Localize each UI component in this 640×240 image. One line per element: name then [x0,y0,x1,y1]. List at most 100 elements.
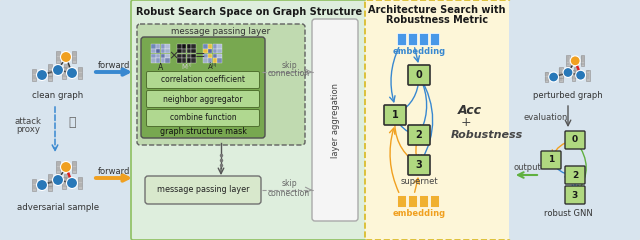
Text: supernet: supernet [400,176,438,186]
FancyBboxPatch shape [541,151,561,169]
FancyBboxPatch shape [312,19,358,221]
Bar [203,54,207,58]
Bar [48,174,52,186]
FancyBboxPatch shape [365,0,511,240]
Circle shape [61,52,72,62]
Bar [187,44,191,48]
Bar [32,69,36,81]
Text: connection: connection [268,188,310,198]
Bar [161,49,165,53]
Text: M⁽ˡ⁾: M⁽ˡ⁾ [182,64,192,70]
Bar [572,70,575,81]
Text: evaluation: evaluation [524,114,568,122]
Bar [218,49,222,53]
Text: Acc: Acc [458,103,482,116]
Bar [161,44,165,48]
Bar [151,44,156,48]
Text: +: + [461,115,472,128]
Bar [78,177,82,189]
FancyBboxPatch shape [0,0,132,240]
Text: 1: 1 [548,156,554,164]
Bar [182,49,186,53]
Circle shape [563,67,573,78]
Bar [177,58,182,63]
Text: robust GNN: robust GNN [543,209,593,217]
Bar [32,179,36,191]
Bar [64,174,68,186]
FancyBboxPatch shape [137,24,305,145]
FancyBboxPatch shape [565,166,585,184]
Bar [430,33,439,45]
FancyBboxPatch shape [147,90,259,108]
Bar [182,54,186,58]
Bar [151,58,156,63]
Bar [203,44,207,48]
Bar [218,54,222,58]
Bar [218,44,222,48]
Circle shape [52,65,63,76]
Text: 3: 3 [415,160,422,170]
Circle shape [67,178,77,188]
Circle shape [575,70,586,80]
Text: graph structure mask: graph structure mask [159,127,246,137]
Text: layer aggregation: layer aggregation [330,83,339,157]
Text: adversarial sample: adversarial sample [17,203,99,211]
FancyBboxPatch shape [408,125,430,145]
Bar [78,67,82,79]
Text: A: A [158,62,164,72]
FancyBboxPatch shape [141,37,265,138]
Bar [165,58,170,63]
Bar [212,54,217,58]
Circle shape [61,162,72,173]
Bar [161,58,165,63]
Bar [191,54,196,58]
Bar [187,58,191,63]
Text: skip: skip [281,179,297,187]
Bar [586,70,589,81]
Text: connection: connection [268,70,310,78]
Bar [573,67,577,78]
Text: forward: forward [98,60,130,70]
Bar [161,54,165,58]
Text: 0: 0 [572,136,578,144]
Text: 3: 3 [572,191,578,199]
Bar [212,49,217,53]
Bar [580,55,584,66]
Bar [208,49,212,53]
FancyBboxPatch shape [147,72,259,89]
Circle shape [36,70,47,80]
Text: 2: 2 [572,170,578,180]
Text: skip: skip [281,60,297,70]
Bar [187,49,191,53]
Bar [208,54,212,58]
Bar [559,72,563,82]
Bar [419,33,428,45]
Circle shape [67,67,77,78]
FancyBboxPatch shape [145,176,261,204]
FancyBboxPatch shape [147,109,259,126]
Text: 0: 0 [415,70,422,80]
Bar [191,44,196,48]
Text: clean graph: clean graph [33,90,84,100]
Text: message passing layer: message passing layer [157,186,249,194]
Bar [64,64,68,76]
Text: Architecture Search with: Architecture Search with [368,5,506,15]
Bar [191,49,196,53]
Bar [430,195,439,207]
Bar [177,54,182,58]
Text: 🔒: 🔒 [68,115,76,128]
Bar [62,177,66,189]
Bar [151,54,156,58]
Bar [156,58,160,63]
Text: combine function: combine function [170,114,236,122]
FancyBboxPatch shape [408,65,430,85]
Text: ×: × [169,49,179,62]
Bar [419,195,428,207]
Bar [56,51,60,63]
Bar [72,161,76,173]
Bar [56,161,60,173]
Bar [218,58,222,63]
Bar [559,67,563,78]
Circle shape [570,56,580,66]
Bar [48,179,52,191]
